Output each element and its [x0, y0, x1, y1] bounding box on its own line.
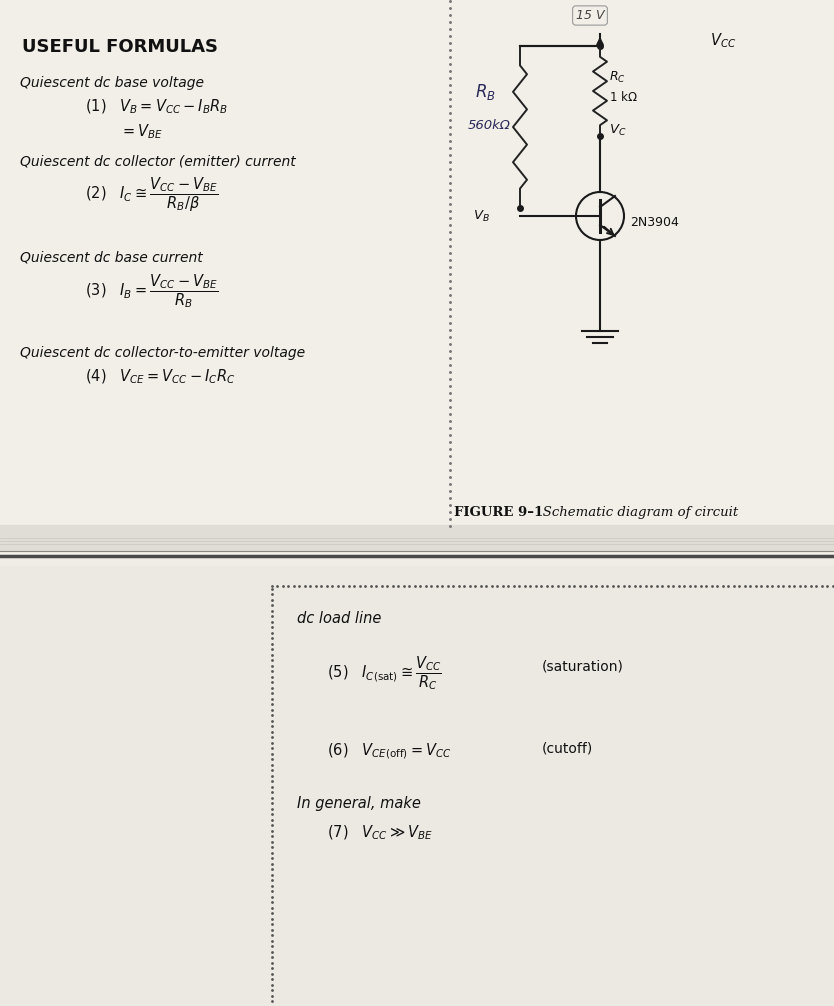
Text: Quiescent dc collector-to-emitter voltage: Quiescent dc collector-to-emitter voltag… [20, 346, 305, 360]
Text: (1)   $V_B = V_{CC} - I_B R_B$: (1) $V_B = V_{CC} - I_B R_B$ [85, 98, 229, 117]
Text: Schematic diagram of circuit: Schematic diagram of circuit [530, 506, 738, 519]
Bar [0, 525, 834, 550]
Text: $V_{CC}$: $V_{CC}$ [710, 31, 736, 50]
Text: 560kΩ: 560kΩ [468, 119, 511, 132]
Text: (4)   $V_{CE} = V_{CC} - I_C R_C$: (4) $V_{CE} = V_{CC} - I_C R_C$ [85, 368, 235, 386]
Text: Quiescent dc base current: Quiescent dc base current [20, 250, 203, 264]
Text: (saturation): (saturation) [542, 659, 624, 673]
Text: $R_B$: $R_B$ [475, 82, 496, 102]
Text: USEFUL FORMULAS: USEFUL FORMULAS [22, 38, 218, 56]
Text: $V_C$: $V_C$ [609, 123, 626, 138]
Text: (2)   $I_C \cong \dfrac{V_{CC} - V_{BE}}{R_B/\beta}$: (2) $I_C \cong \dfrac{V_{CC} - V_{BE}}{R… [85, 176, 219, 214]
Text: (3)   $I_B = \dfrac{V_{CC} - V_{BE}}{R_B}$: (3) $I_B = \dfrac{V_{CC} - V_{BE}}{R_B}$ [85, 272, 218, 310]
Text: 15 V: 15 V [575, 9, 605, 22]
Text: 1 k$\Omega$: 1 k$\Omega$ [609, 90, 638, 104]
Text: (cutoff): (cutoff) [542, 741, 593, 754]
Text: 2N3904: 2N3904 [630, 216, 679, 229]
Text: Quiescent dc collector (emitter) current: Quiescent dc collector (emitter) current [20, 154, 296, 168]
Text: dc load line: dc load line [297, 611, 381, 626]
Text: (5)   $I_{C(\mathrm{sat})} \cong \dfrac{V_{CC}}{R_C}$: (5) $I_{C(\mathrm{sat})} \cong \dfrac{V_… [327, 654, 442, 692]
Bar [0, 566, 834, 1006]
Text: $= V_{BE}$: $= V_{BE}$ [120, 122, 163, 141]
Text: $R_C$: $R_C$ [609, 70, 626, 86]
Text: FIGURE 9–1: FIGURE 9–1 [454, 506, 543, 519]
Text: $V_B$: $V_B$ [473, 208, 490, 223]
Bar [0, 0, 834, 556]
Text: (6)   $V_{CE(\mathrm{off})} = V_{CC}$: (6) $V_{CE(\mathrm{off})} = V_{CC}$ [327, 741, 451, 761]
Text: In general, make: In general, make [297, 796, 421, 811]
Text: (7)   $V_{CC} \gg V_{BE}$: (7) $V_{CC} \gg V_{BE}$ [327, 824, 433, 842]
Text: Quiescent dc base voltage: Quiescent dc base voltage [20, 76, 204, 90]
